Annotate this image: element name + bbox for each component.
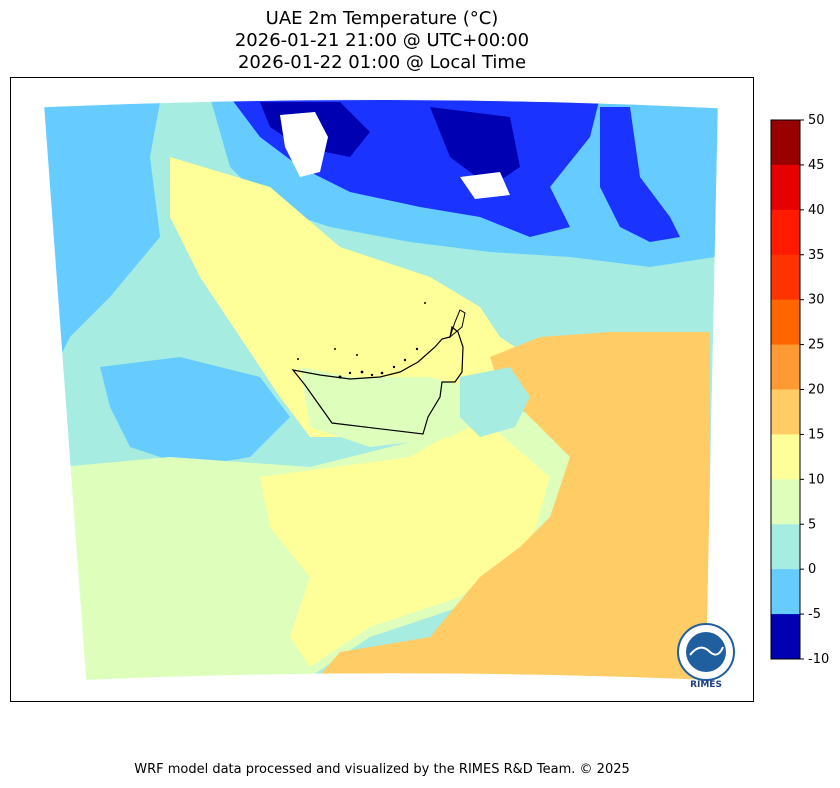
temperature-fields (44, 99, 718, 680)
coastline-islands (297, 302, 426, 379)
colorbar-tick-label: 5 (808, 517, 816, 532)
colorbar-tick-label: 15 (808, 427, 825, 442)
musandam-border (448, 309, 466, 339)
band-minus5-0-west (44, 102, 160, 437)
colorbar-tick-label: 35 (808, 248, 825, 263)
colorbar-swatch (771, 209, 800, 256)
colorbar-swatch (771, 344, 800, 390)
band-20-25-south-east (310, 332, 710, 680)
colorbar-tick-label: 50 (808, 113, 825, 128)
colorbar-tick-label: 20 (808, 383, 825, 398)
title-line-3: 2026-01-22 01:00 @ Local Time (237, 52, 527, 73)
colorbar-swatch (771, 479, 800, 525)
colorbar-swatch (771, 389, 800, 435)
no-data-patch-2 (460, 172, 510, 199)
band-10-15-gulf-coast (300, 367, 490, 447)
footer-credit: WRF model data processed and visualized … (134, 762, 630, 777)
band-15-20-central (170, 157, 710, 437)
colorbar-tick-label: 40 (808, 203, 825, 218)
uae-border (291, 325, 464, 435)
domain-outline (43, 99, 719, 681)
band-0-5-gulf-of-oman (460, 367, 530, 437)
temperature-map: RIMES (10, 77, 754, 702)
chart-title: UAE 2m Temperature (°C) 2026-01-21 21:00… (0, 8, 764, 74)
colorbar-swatch (771, 254, 800, 301)
colorbar-tick-label: -5 (808, 607, 821, 622)
colorbar-swatch (771, 434, 800, 480)
band-15-20-south (260, 417, 550, 667)
colorbar-tick-label: 25 (808, 338, 825, 353)
no-data-patch (280, 112, 328, 177)
colorbar-swatch (771, 120, 800, 166)
band-minus10-minus5-north-east (600, 107, 680, 242)
colorbar-swatch (771, 614, 800, 660)
colorbar-swatch (771, 569, 800, 615)
band-minus5-0-west-patch (100, 357, 290, 467)
colorbar-tick-label: -10 (808, 652, 829, 667)
colorbar-tick-label: 0 (808, 562, 816, 577)
rimes-logo-text: RIMES (690, 680, 722, 690)
rimes-logo: RIMES (677, 623, 735, 690)
colorbar-tick-label: 10 (808, 472, 825, 487)
colorbar-tick-label: 30 (808, 293, 825, 308)
title-line-1: UAE 2m Temperature (°C) (265, 8, 499, 29)
colorbar-tick-label: 45 (808, 158, 825, 173)
colorbar-swatch (771, 164, 800, 211)
colorbar-swatches (771, 120, 800, 660)
title-line-2: 2026-01-21 21:00 @ UTC+00:00 (234, 30, 530, 51)
band-below-minus10-north-centre (430, 107, 520, 187)
colorbar-swatch (771, 299, 800, 346)
colorbar-swatch (771, 524, 800, 570)
